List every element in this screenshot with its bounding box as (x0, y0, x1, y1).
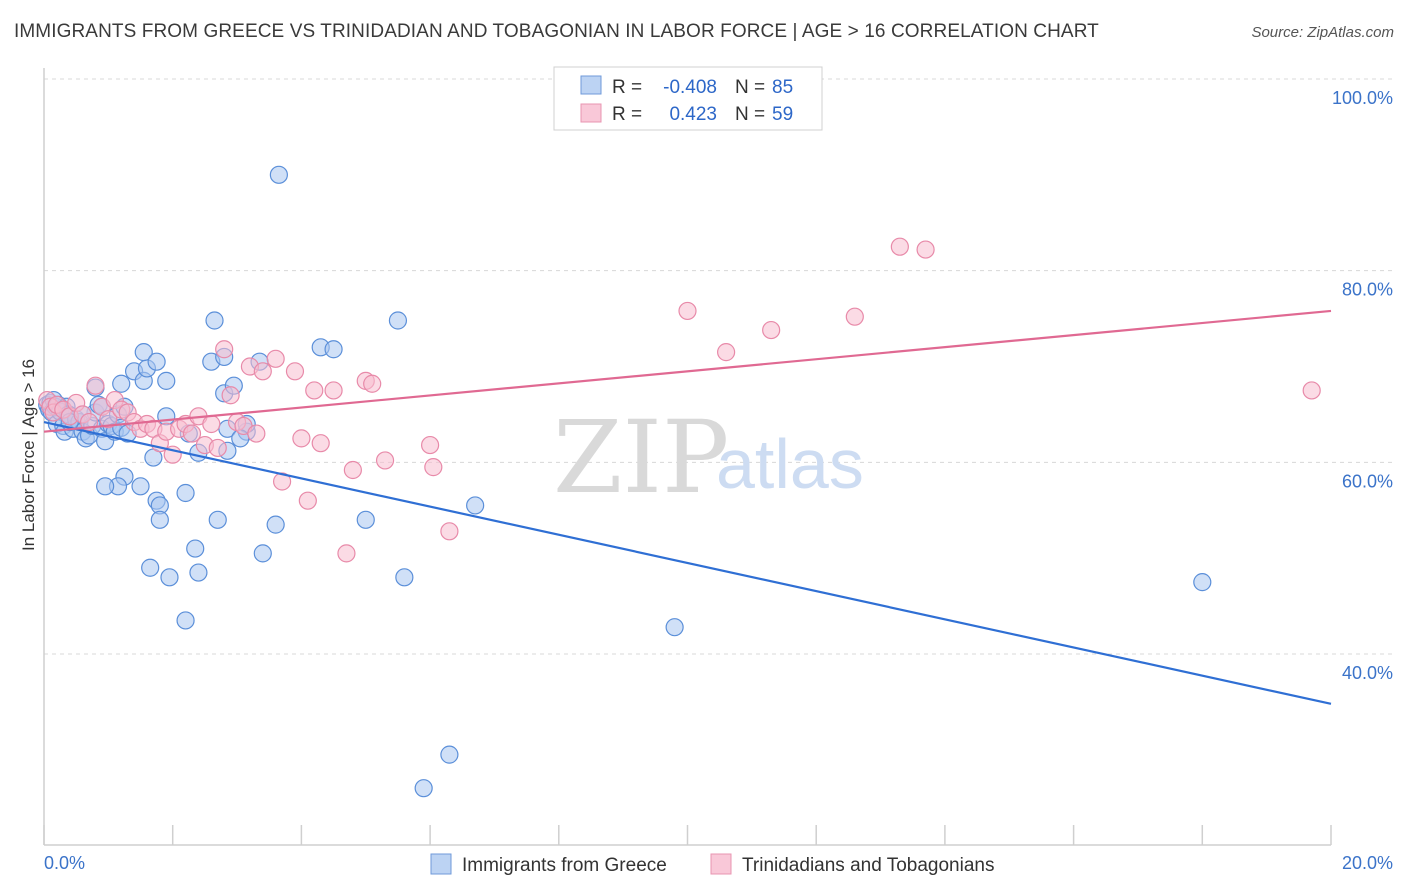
greece-point (414, 779, 433, 798)
trinidad-point (890, 237, 909, 256)
greece-point (141, 558, 160, 577)
y-tick-label: 60.0% (1342, 471, 1393, 491)
greece-point (395, 568, 414, 587)
series-legend-swatch-2 (710, 853, 732, 875)
trinidad-point (343, 460, 362, 480)
trinidad-point (266, 349, 285, 368)
greece-point (205, 311, 224, 330)
trinidad-point (311, 434, 330, 453)
series-legend-label-1: Immigrants from Greece (462, 855, 667, 876)
trinidad-point (678, 301, 697, 321)
legend-swatch-pink (580, 103, 602, 123)
series-legend: Immigrants from Greece Trinidadians and … (430, 853, 994, 876)
greece-point (131, 477, 150, 496)
watermark-atlas: atlas (716, 425, 864, 503)
y-tick-label: 100.0% (1332, 88, 1393, 108)
trinidad-point (202, 414, 221, 434)
x-tick-label: 0.0% (44, 853, 85, 873)
legend-swatch-blue (580, 75, 602, 95)
trend-lines (43, 309, 1332, 705)
greece-point (160, 568, 179, 587)
greece-point (440, 745, 459, 764)
greece-point (324, 340, 343, 359)
chart-title: IMMIGRANTS FROM GREECE VS TRINIDADIAN AN… (14, 21, 1099, 42)
trinidad-point (375, 451, 395, 470)
greece-point (112, 374, 131, 393)
y-tick-label: 80.0% (1342, 280, 1393, 300)
trinidad-point (762, 320, 781, 340)
trinidad-point (337, 544, 356, 563)
chart-source: Source: ZipAtlas.com (1251, 24, 1394, 41)
trinidad-point (99, 410, 118, 429)
greece-point (269, 165, 288, 184)
legend-r-value-2: 0.423 (669, 104, 717, 125)
stats-legend: R = -0.408 N = 85 R = 0.423 N = 59 (553, 66, 823, 131)
trinidad-point (298, 491, 317, 510)
trinidad-point (717, 343, 736, 362)
trinidad-point (272, 472, 292, 491)
greece-point (189, 563, 208, 582)
trinidad-point (440, 522, 459, 541)
trinidad-point (292, 429, 311, 448)
trinidad-point (208, 438, 227, 458)
y-tick-label: 40.0% (1342, 663, 1393, 683)
trinidad-point (916, 240, 935, 259)
greece-point (466, 496, 485, 515)
legend-n-value-2: 59 (772, 104, 793, 125)
greece-point (96, 477, 115, 496)
greece-point (253, 544, 272, 563)
tick-labels: 40.0% 60.0% 80.0% 100.0% 0.0% 20.0% (44, 88, 1393, 873)
grid-lines (44, 78, 1392, 655)
trinidad-point (424, 458, 443, 477)
greece-point (176, 611, 195, 630)
watermark-zip: ZIP (553, 399, 729, 516)
greece-point (186, 539, 205, 558)
trinidad-point (215, 340, 234, 359)
greece-point (176, 483, 195, 503)
greece-point (388, 311, 408, 330)
legend-n-label-1: N = (735, 77, 765, 98)
legend-r-value-1: -0.408 (663, 77, 717, 98)
data-points (38, 165, 1321, 798)
y-axis-title: In Labor Force | Age > 16 (19, 359, 38, 551)
trinidad-point (253, 362, 272, 381)
trinidad-point (305, 381, 324, 400)
greece-point (157, 371, 176, 390)
trinidad-point (221, 386, 240, 405)
trinidad-point (247, 424, 266, 443)
trinidad-point (1302, 381, 1321, 400)
x-tick-label: 20.0% (1342, 853, 1393, 873)
greece-point (665, 618, 684, 637)
legend-r-label-1: R = (612, 77, 642, 98)
greece-point (208, 510, 227, 529)
greece-point (157, 407, 176, 426)
greece-point (266, 515, 285, 534)
trinidad-trend-line (43, 309, 1332, 433)
watermark: ZIP atlas (553, 399, 864, 516)
trinidad-point (182, 424, 202, 443)
legend-r-label-2: R = (612, 104, 642, 125)
trinidad-point (421, 435, 440, 455)
greece-point (134, 343, 153, 362)
axes (43, 68, 1332, 846)
series-legend-label-2: Trinidadians and Tobagonians (742, 855, 994, 876)
trinidad-point (86, 376, 105, 395)
legend-n-label-2: N = (735, 104, 765, 125)
greece-point (150, 510, 169, 529)
trinidad-point (285, 362, 305, 381)
greece-point (147, 352, 166, 371)
trinidad-point (845, 307, 864, 326)
legend-n-value-1: 85 (772, 77, 793, 98)
greece-point (356, 510, 375, 529)
series-legend-swatch-1 (430, 853, 452, 875)
greece-trend-line (43, 421, 1332, 705)
greece-point (1193, 573, 1212, 592)
trinidad-point (324, 381, 343, 400)
trinidad-point (363, 374, 382, 393)
